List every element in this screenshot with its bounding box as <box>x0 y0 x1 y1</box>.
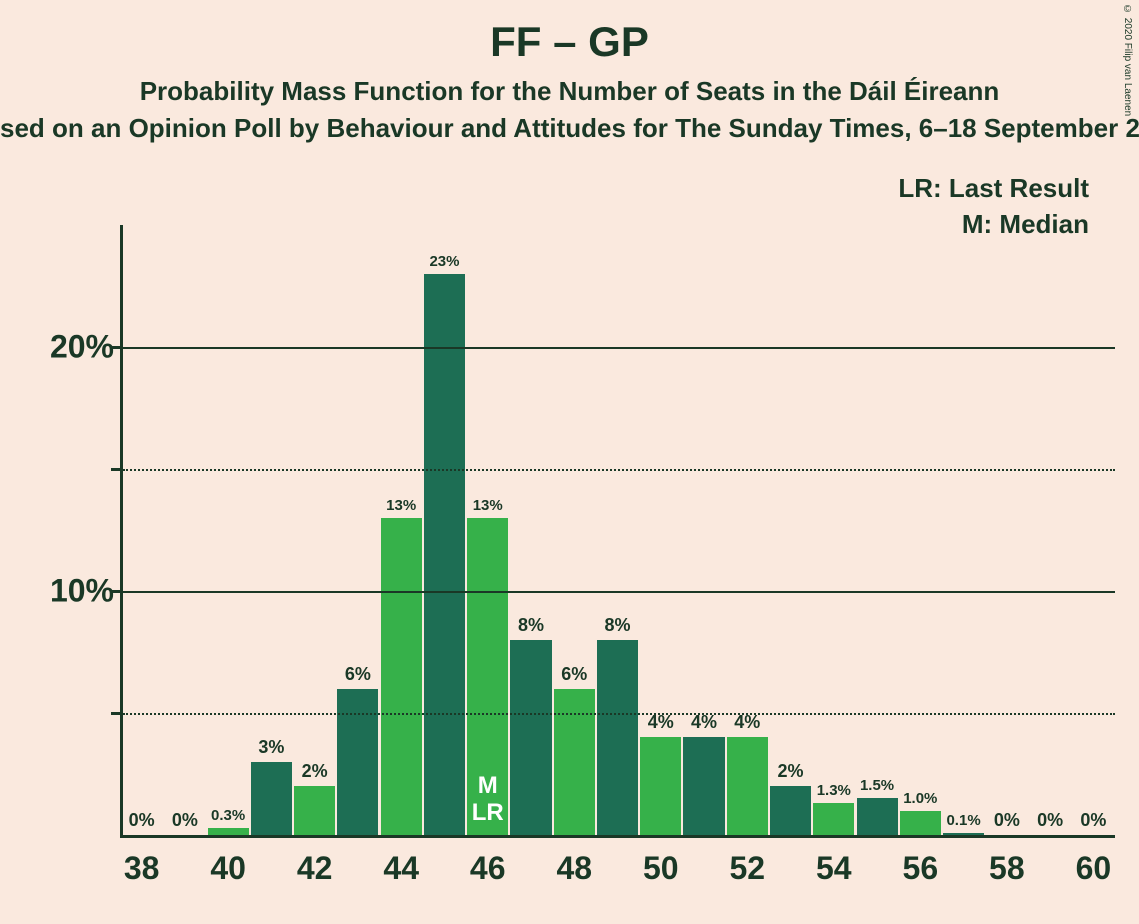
bar-value-label: 1.3% <box>813 782 854 799</box>
bar: 4% <box>727 737 768 835</box>
bar-value-label: 2% <box>770 761 811 782</box>
bar: 23% <box>424 274 465 835</box>
x-axis <box>120 835 1115 838</box>
bar-value-label: 4% <box>727 712 768 733</box>
x-axis-label: 40 <box>210 850 246 887</box>
bar: 0.3% <box>208 828 249 835</box>
bar-value-label: 4% <box>640 712 681 733</box>
bar-value-label: 0.1% <box>943 812 984 829</box>
x-axis-label: 46 <box>470 850 506 887</box>
x-axis-label: 52 <box>729 850 765 887</box>
bar-value-label: 6% <box>337 664 378 685</box>
x-axis-label: 56 <box>903 850 939 887</box>
bar: 1.0% <box>900 811 941 835</box>
x-axis-label: 48 <box>556 850 592 887</box>
gridline-minor <box>123 713 1115 715</box>
bar-annotation: MLR <box>467 772 508 827</box>
y-axis-label: 20% <box>50 329 114 366</box>
bar-value-label: 8% <box>510 615 551 636</box>
legend-lr: LR: Last Result <box>898 170 1089 206</box>
x-axis-label: 38 <box>124 850 160 887</box>
gridline-major <box>123 347 1115 349</box>
bar-value-label: 0% <box>121 810 162 831</box>
bar: 8% <box>510 640 551 835</box>
bar-value-label: 0% <box>1073 810 1114 831</box>
y-axis-label: 10% <box>50 573 114 610</box>
bar-value-label: 0% <box>986 810 1027 831</box>
bar: 6% <box>337 689 378 835</box>
bar: 1.5% <box>857 798 898 835</box>
bar-value-label: 6% <box>554 664 595 685</box>
gridline-major <box>123 591 1115 593</box>
bar-value-label: 13% <box>381 497 422 514</box>
y-tick <box>111 468 123 471</box>
bar: 2% <box>294 786 335 835</box>
bar: 13% <box>381 518 422 835</box>
x-axis-label: 50 <box>643 850 679 887</box>
chart-subtitle-1: Probability Mass Function for the Number… <box>0 76 1139 107</box>
bar-value-label: 1.0% <box>900 790 941 807</box>
bar-value-label: 8% <box>597 615 638 636</box>
x-axis-label: 44 <box>383 850 419 887</box>
bar: 2% <box>770 786 811 835</box>
bar: 4% <box>683 737 724 835</box>
bar: 0.1% <box>943 833 984 835</box>
bar: 13%MLR <box>467 518 508 835</box>
bar-value-label: 2% <box>294 761 335 782</box>
chart-title: FF – GP <box>0 18 1139 66</box>
bar: 6% <box>554 689 595 835</box>
chart-area: 0%0%0.3%3%2%6%13%23%13%MLR8%6%8%4%4%4%2%… <box>0 225 1139 905</box>
gridline-minor <box>123 469 1115 471</box>
bar-value-label: 0% <box>164 810 205 831</box>
bar-value-label: 0.3% <box>208 807 249 824</box>
x-axis-label: 60 <box>1076 850 1112 887</box>
x-axis-label: 58 <box>989 850 1025 887</box>
bar: 8% <box>597 640 638 835</box>
copyright-text: © 2020 Filip van Laenen <box>1122 4 1133 116</box>
bar-value-label: 23% <box>424 253 465 270</box>
bar: 3% <box>251 762 292 835</box>
chart-subtitle-2: sed on an Opinion Poll by Behaviour and … <box>0 113 1139 144</box>
bar-value-label: 1.5% <box>857 777 898 794</box>
title-block: FF – GP Probability Mass Function for th… <box>0 0 1139 144</box>
bar: 1.3% <box>813 803 854 835</box>
bar-value-label: 3% <box>251 737 292 758</box>
bar: 4% <box>640 737 681 835</box>
x-axis-label: 54 <box>816 850 852 887</box>
y-tick <box>111 712 123 715</box>
x-axis-label: 42 <box>297 850 333 887</box>
plot-region: 0%0%0.3%3%2%6%13%23%13%MLR8%6%8%4%4%4%2%… <box>120 225 1115 835</box>
bar-value-label: 4% <box>683 712 724 733</box>
bar-value-label: 13% <box>467 497 508 514</box>
bar-value-label: 0% <box>1030 810 1071 831</box>
